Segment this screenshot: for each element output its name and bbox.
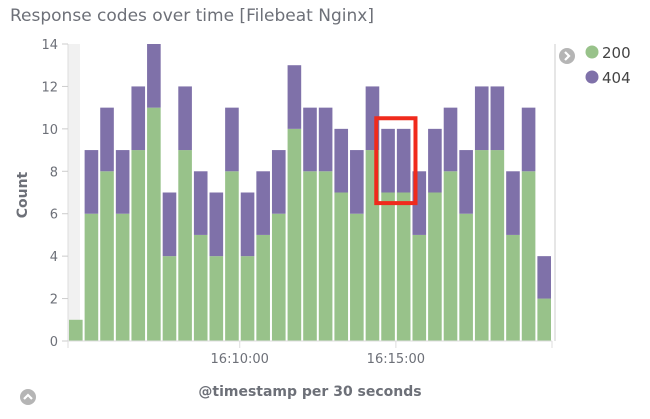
bar-200[interactable] bbox=[287, 128, 302, 341]
legend-item-404[interactable]: 404 bbox=[602, 69, 631, 87]
chevron-up-circle-icon[interactable] bbox=[20, 389, 36, 405]
bar-200[interactable] bbox=[271, 213, 286, 341]
bar-404[interactable] bbox=[334, 128, 349, 193]
x-axis-label: @timestamp per 30 seconds bbox=[198, 384, 421, 400]
y-tick-label: 10 bbox=[41, 123, 58, 138]
y-axis-label: Count bbox=[15, 171, 31, 218]
bar-404[interactable] bbox=[537, 256, 551, 299]
bar-404[interactable] bbox=[443, 107, 458, 172]
bar-404[interactable] bbox=[459, 150, 473, 214]
collapse-button[interactable] bbox=[20, 389, 36, 405]
bar-200[interactable] bbox=[303, 171, 317, 341]
chart-title: Response codes over time [Filebeat Nginx… bbox=[10, 6, 374, 26]
bar-404[interactable] bbox=[131, 86, 146, 151]
bar-200[interactable] bbox=[350, 213, 364, 341]
hover-band bbox=[68, 44, 80, 341]
bar-404[interactable] bbox=[225, 107, 239, 172]
bar-404[interactable] bbox=[240, 192, 255, 257]
bar-200[interactable] bbox=[193, 234, 208, 341]
bar-200[interactable] bbox=[69, 319, 83, 341]
bar-200[interactable] bbox=[147, 107, 161, 342]
bar-404[interactable] bbox=[147, 44, 161, 108]
y-tick-label: 6 bbox=[50, 208, 58, 223]
bar-200[interactable] bbox=[412, 234, 427, 341]
bar-404[interactable] bbox=[84, 150, 99, 214]
y-tick-label: 0 bbox=[50, 335, 58, 350]
bar-404[interactable] bbox=[256, 171, 270, 235]
bar-200[interactable] bbox=[100, 171, 114, 341]
bar-200[interactable] bbox=[506, 234, 520, 341]
bar-200[interactable] bbox=[225, 171, 239, 341]
bar-404[interactable] bbox=[100, 107, 114, 172]
chevron-right-circle-icon[interactable] bbox=[559, 48, 575, 64]
bar-404[interactable] bbox=[287, 65, 302, 129]
y-tick-label: 14 bbox=[41, 38, 58, 53]
bar-200[interactable] bbox=[178, 150, 192, 341]
bar-200[interactable] bbox=[115, 213, 130, 341]
bar-404[interactable] bbox=[271, 150, 286, 214]
bar-200[interactable] bbox=[131, 150, 146, 341]
bar-200[interactable] bbox=[537, 298, 551, 341]
bar-200[interactable] bbox=[443, 171, 458, 341]
y-tick-label: 4 bbox=[50, 250, 58, 265]
bar-200[interactable] bbox=[396, 192, 411, 342]
bar-200[interactable] bbox=[256, 234, 270, 341]
bar-200[interactable] bbox=[459, 213, 473, 341]
bar-404[interactable] bbox=[490, 86, 505, 151]
bar-404[interactable] bbox=[521, 107, 536, 172]
bar-404[interactable] bbox=[506, 171, 520, 235]
bar-404[interactable] bbox=[428, 128, 442, 193]
bar-404[interactable] bbox=[115, 150, 130, 214]
x-tick-label: 16:10:00 bbox=[211, 352, 269, 367]
legend-toggle-button[interactable] bbox=[559, 48, 575, 64]
bar-404[interactable] bbox=[350, 150, 364, 214]
bar-404[interactable] bbox=[209, 192, 224, 257]
bar-404[interactable] bbox=[381, 128, 395, 193]
bar-200[interactable] bbox=[334, 192, 349, 342]
y-tick-label: 12 bbox=[41, 80, 58, 95]
bar-404[interactable] bbox=[396, 128, 411, 193]
bar-404[interactable] bbox=[162, 192, 177, 257]
bar-404[interactable] bbox=[178, 86, 192, 151]
bar-200[interactable] bbox=[521, 171, 536, 341]
bar-404[interactable] bbox=[318, 107, 333, 172]
bar-200[interactable] bbox=[84, 213, 99, 341]
y-tick-label: 2 bbox=[50, 293, 58, 308]
bar-200[interactable] bbox=[162, 256, 177, 341]
bar-200[interactable] bbox=[490, 150, 505, 341]
legend-swatch-404 bbox=[585, 70, 599, 84]
x-tick-label: 16:15:00 bbox=[367, 352, 425, 367]
bar-200[interactable] bbox=[381, 192, 395, 342]
legend-item-200[interactable]: 200 bbox=[602, 44, 631, 62]
bar-200[interactable] bbox=[318, 171, 333, 341]
bar-404[interactable] bbox=[193, 171, 208, 235]
bar-200[interactable] bbox=[240, 256, 255, 341]
y-tick-label: 8 bbox=[50, 165, 58, 180]
bar-200[interactable] bbox=[474, 150, 489, 341]
bar-404[interactable] bbox=[474, 86, 489, 151]
bar-200[interactable] bbox=[428, 192, 442, 342]
highlight-annotation bbox=[374, 116, 418, 206]
bar-404[interactable] bbox=[303, 107, 317, 172]
bar-200[interactable] bbox=[209, 256, 224, 341]
legend-swatch-200 bbox=[585, 45, 599, 59]
